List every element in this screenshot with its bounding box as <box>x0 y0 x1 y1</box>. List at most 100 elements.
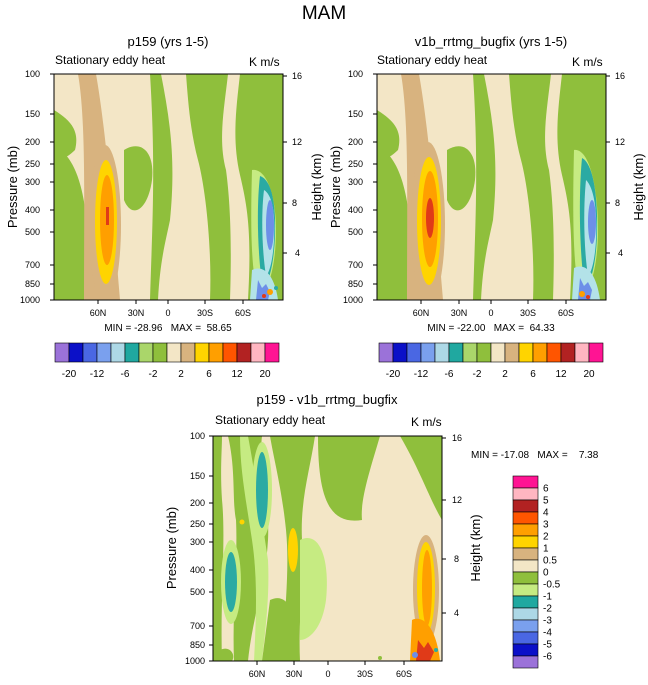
panel-1-pressure-axis: 100 150 200 250 300 400 500 700 850 1000 <box>20 69 40 305</box>
xtick-label: 60S <box>396 669 412 679</box>
colorbar-swatch <box>392 342 408 363</box>
xtick-label: 30N <box>451 308 468 318</box>
ytick-right-label: 4 <box>454 608 459 618</box>
colorbar-label: -20 <box>386 369 401 380</box>
colorbar-swatch <box>208 342 224 363</box>
colorbar-swatch <box>180 342 196 363</box>
panel-1-units: K m/s <box>249 55 280 69</box>
ytick-right-label: 16 <box>452 433 462 443</box>
ytick-label: 1000 <box>185 656 205 666</box>
colorbar-swatch <box>152 342 168 363</box>
colorbar-swatch <box>124 342 140 363</box>
colorbar-swatch <box>138 342 154 363</box>
colorbar-label: 2 <box>502 369 508 380</box>
colorbar-swatch <box>222 342 238 363</box>
panel-3-title: p159 - v1b_rrtmg_bugfix <box>257 392 398 407</box>
panel-2-contours <box>377 74 606 300</box>
colorbar-label: 2 <box>178 369 184 380</box>
ytick-label: 150 <box>348 109 363 119</box>
ytick-right-label: 12 <box>615 137 625 147</box>
colorbar-swatch <box>166 342 182 363</box>
xtick-label: 60N <box>413 308 430 318</box>
xtick-label: 30N <box>286 669 303 679</box>
colorbar-label: -0.5 <box>543 580 561 591</box>
ytick-label: 1000 <box>343 295 363 305</box>
colorbar-swatch <box>250 342 266 363</box>
ytick-label: 700 <box>190 621 205 631</box>
xtick-label: 60S <box>235 308 251 318</box>
ytick-label: 100 <box>348 69 363 79</box>
colorbar-swatch <box>512 499 539 513</box>
panel-1-title: p159 (yrs 1-5) <box>128 34 209 49</box>
colorbar-swatch <box>560 342 576 363</box>
colorbar-label: 2 <box>543 532 549 543</box>
colorbar-swatch <box>504 342 520 363</box>
colorbar-swatch <box>512 583 539 597</box>
ytick-right-label: 16 <box>292 71 302 81</box>
panel-1-ylabel: Pressure (mb) <box>5 146 20 228</box>
xtick-label: 0 <box>325 669 330 679</box>
panel-3-ylabel: Pressure (mb) <box>164 507 179 589</box>
colorbar-panel-1: -20 -12 -6 -2 2 6 12 20 <box>54 342 280 380</box>
xtick-label: 60N <box>249 669 266 679</box>
panel-2-ylabel: Pressure (mb) <box>328 146 343 228</box>
colorbar-label: -1 <box>543 592 552 603</box>
ytick-label: 400 <box>25 205 40 215</box>
ytick-label: 150 <box>190 471 205 481</box>
ytick-label: 150 <box>25 109 40 119</box>
colorbar-label: -6 <box>445 369 454 380</box>
panel-3-field-label: Stationary eddy heat <box>215 413 326 427</box>
figure-title: MAM <box>302 3 346 24</box>
colorbar-swatch <box>448 342 464 363</box>
ytick-label: 500 <box>190 587 205 597</box>
colorbar-swatch <box>512 535 539 549</box>
ytick-label: 300 <box>25 177 40 187</box>
xtick-label: 60S <box>558 308 574 318</box>
ytick-label: 700 <box>25 260 40 270</box>
colorbar-swatch <box>512 547 539 561</box>
xtick-label: 30N <box>128 308 145 318</box>
colorbar-swatch <box>546 342 562 363</box>
colorbar-swatch <box>194 342 210 363</box>
colorbar-swatch <box>462 342 478 363</box>
colorbar-label: 20 <box>583 369 595 380</box>
panel-2-title: v1b_rrtmg_bugfix (yrs 1-5) <box>415 34 567 49</box>
panel-1-lat-axis: 60N 30N 0 30S 60S <box>90 308 251 318</box>
ytick-label: 850 <box>190 640 205 650</box>
colorbar-swatch <box>512 511 539 525</box>
panel-3-contours <box>213 436 442 661</box>
ytick-label: 850 <box>25 279 40 289</box>
colorbar-swatch <box>512 643 539 657</box>
xtick-label: 30S <box>357 669 373 679</box>
panel-2-units: K m/s <box>572 55 603 69</box>
ytick-label: 250 <box>190 519 205 529</box>
colorbar-swatch <box>512 631 539 645</box>
panel-3-ticks <box>209 435 446 665</box>
colorbar-label: -2 <box>149 369 158 380</box>
colorbar-panel-2: -20 -12 -6 -2 2 6 12 20 <box>378 342 604 380</box>
panel-2-stats: MIN = -22.00 MAX = 64.33 <box>427 323 555 334</box>
colorbar-swatch <box>512 619 539 633</box>
colorbar-swatch <box>68 342 84 363</box>
colorbar-label: 0.5 <box>543 556 557 567</box>
colorbar-label: -6 <box>543 652 552 663</box>
colorbar-swatch <box>512 607 539 621</box>
panel-3-height-axis: 16 12 8 4 <box>452 433 462 618</box>
colorbar-swatch <box>512 595 539 609</box>
panel-3-units: K m/s <box>411 415 442 429</box>
colorbar-swatch <box>532 342 548 363</box>
ytick-label: 200 <box>348 137 363 147</box>
colorbar-label: -20 <box>62 369 77 380</box>
colorbar-swatch <box>476 342 492 363</box>
panel-2-ylabel-right: Height (km) <box>631 153 646 220</box>
ytick-right-label: 12 <box>452 495 462 505</box>
xtick-label: 30S <box>520 308 536 318</box>
colorbar-swatch <box>236 342 252 363</box>
ytick-label: 300 <box>190 537 205 547</box>
panel-1: p159 (yrs 1-5) Stationary eddy heat K m/… <box>5 34 324 334</box>
ytick-right-label: 12 <box>292 137 302 147</box>
colorbar-label: -3 <box>543 616 552 627</box>
panel-1-contours <box>54 74 283 300</box>
